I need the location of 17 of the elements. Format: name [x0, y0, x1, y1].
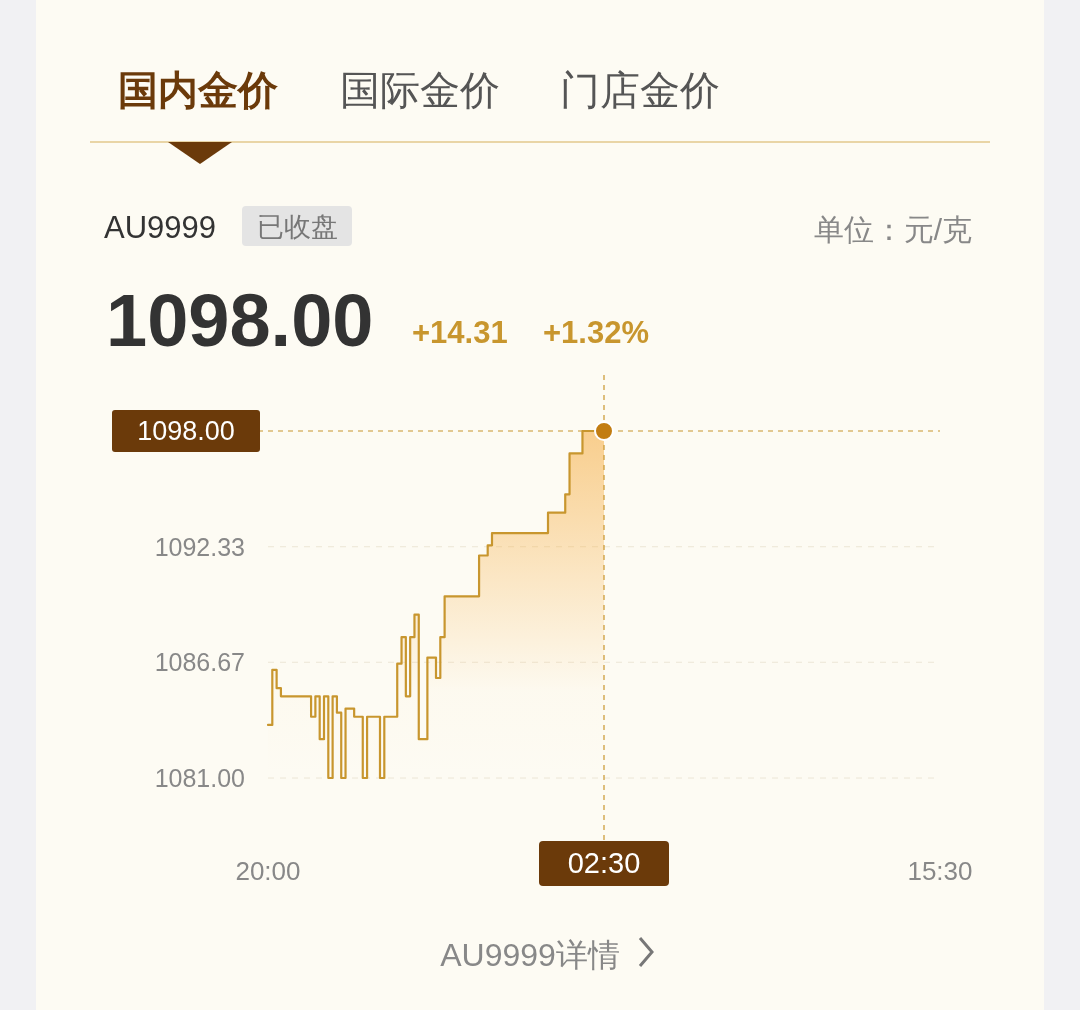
- y-tick-label: 1081.00: [154, 764, 245, 792]
- y-tick-label: 1092.33: [154, 532, 245, 561]
- text: AU9999详情: [440, 937, 620, 973]
- x-tick-label: 20:00: [235, 856, 301, 886]
- text: +14.31: [412, 315, 508, 350]
- text: 国内金价: [118, 68, 279, 112]
- x-tick-label: 02:30: [567, 847, 641, 879]
- text: +1.32%: [543, 315, 650, 350]
- ref-line-label: 1098.00: [137, 416, 235, 446]
- x-tick-label: 15:30: [907, 856, 973, 886]
- text: 门店金价: [560, 68, 720, 112]
- text: 单位：元/克: [813, 213, 972, 246]
- chart-title: AU9999: [104, 210, 217, 245]
- text: 已收盘: [256, 212, 338, 242]
- y-tick-label: 1086.67: [154, 648, 245, 677]
- text: 1098.00: [106, 279, 374, 362]
- text: 国际金价: [340, 68, 500, 112]
